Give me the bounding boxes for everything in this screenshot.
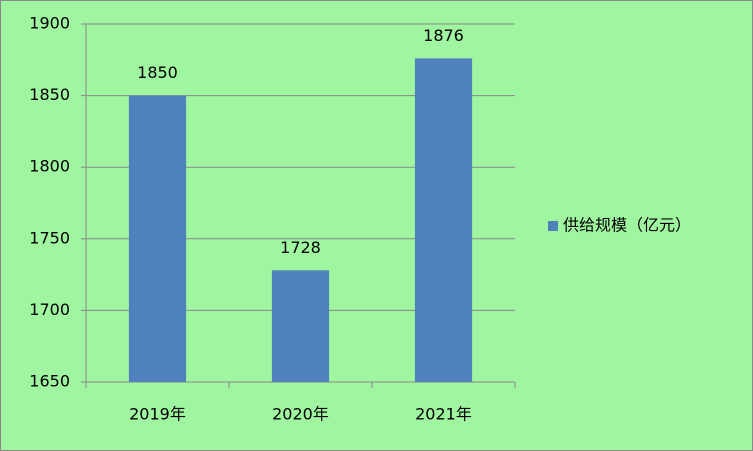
bar xyxy=(271,270,330,382)
data-label: 1728 xyxy=(280,238,321,257)
y-tick-label: 1750 xyxy=(29,228,70,247)
x-tick-label: 2021年 xyxy=(415,405,472,424)
x-tick-label: 2019年 xyxy=(129,405,186,424)
y-tick-label: 1850 xyxy=(29,85,70,104)
bar xyxy=(128,95,187,382)
y-tick-label: 1800 xyxy=(29,157,70,176)
legend-label: 供给规模（亿元） xyxy=(563,216,691,235)
bar xyxy=(414,58,473,382)
legend-swatch xyxy=(548,221,558,231)
data-label: 1876 xyxy=(423,26,464,45)
y-tick-label: 1900 xyxy=(29,14,70,33)
y-tick-label: 1650 xyxy=(29,372,70,391)
x-tick-label: 2020年 xyxy=(272,405,329,424)
y-tick-label: 1700 xyxy=(29,300,70,319)
data-label: 1850 xyxy=(137,63,178,82)
